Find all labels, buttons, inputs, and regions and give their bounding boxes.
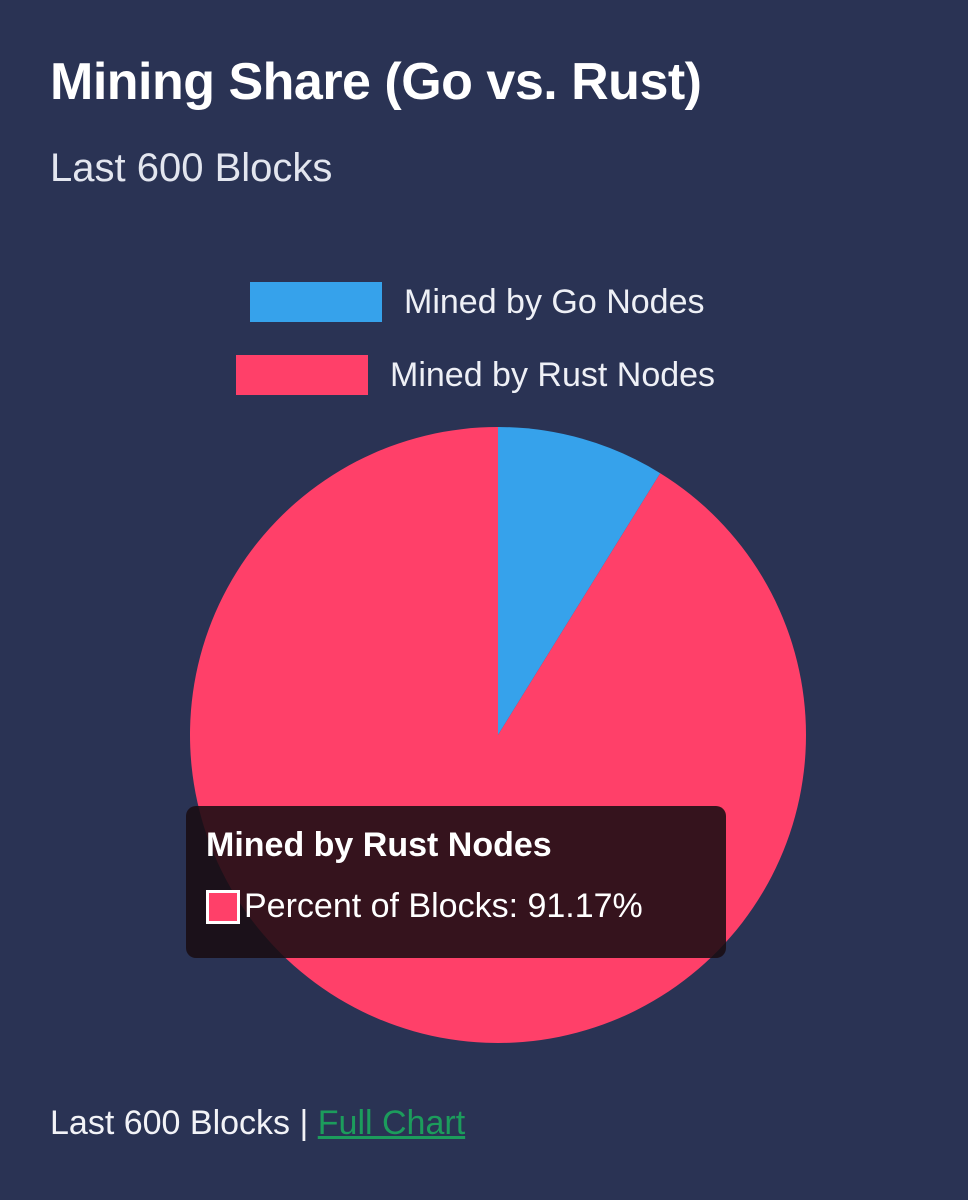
tooltip-row: Percent of Blocks: 91.17% bbox=[206, 887, 706, 926]
chart-subtitle: Last 600 Blocks bbox=[50, 146, 333, 190]
pie-slice-go[interactable] bbox=[498, 427, 661, 735]
full-chart-link[interactable]: Full Chart bbox=[317, 1104, 466, 1142]
legend-swatch-go bbox=[250, 282, 382, 322]
tooltip-title: Mined by Rust Nodes bbox=[206, 826, 552, 864]
chart-title: Mining Share (Go vs. Rust) bbox=[50, 53, 702, 111]
legend-item-go[interactable]: Mined by Go Nodes bbox=[250, 282, 705, 322]
footer: Last 600 Blocks | Full Chart bbox=[50, 1104, 465, 1143]
tooltip-swatch bbox=[206, 889, 240, 924]
legend-item-rust[interactable]: Mined by Rust Nodes bbox=[236, 355, 715, 395]
footer-text: Last 600 Blocks | bbox=[50, 1104, 309, 1142]
legend-label-rust: Mined by Rust Nodes bbox=[390, 355, 716, 394]
chart-tooltip: Mined by Rust Nodes Percent of Blocks: 9… bbox=[186, 806, 726, 958]
legend-label-go: Mined by Go Nodes bbox=[404, 282, 705, 321]
legend-swatch-rust bbox=[236, 355, 368, 395]
tooltip-text: Percent of Blocks: 91.17% bbox=[244, 887, 643, 925]
